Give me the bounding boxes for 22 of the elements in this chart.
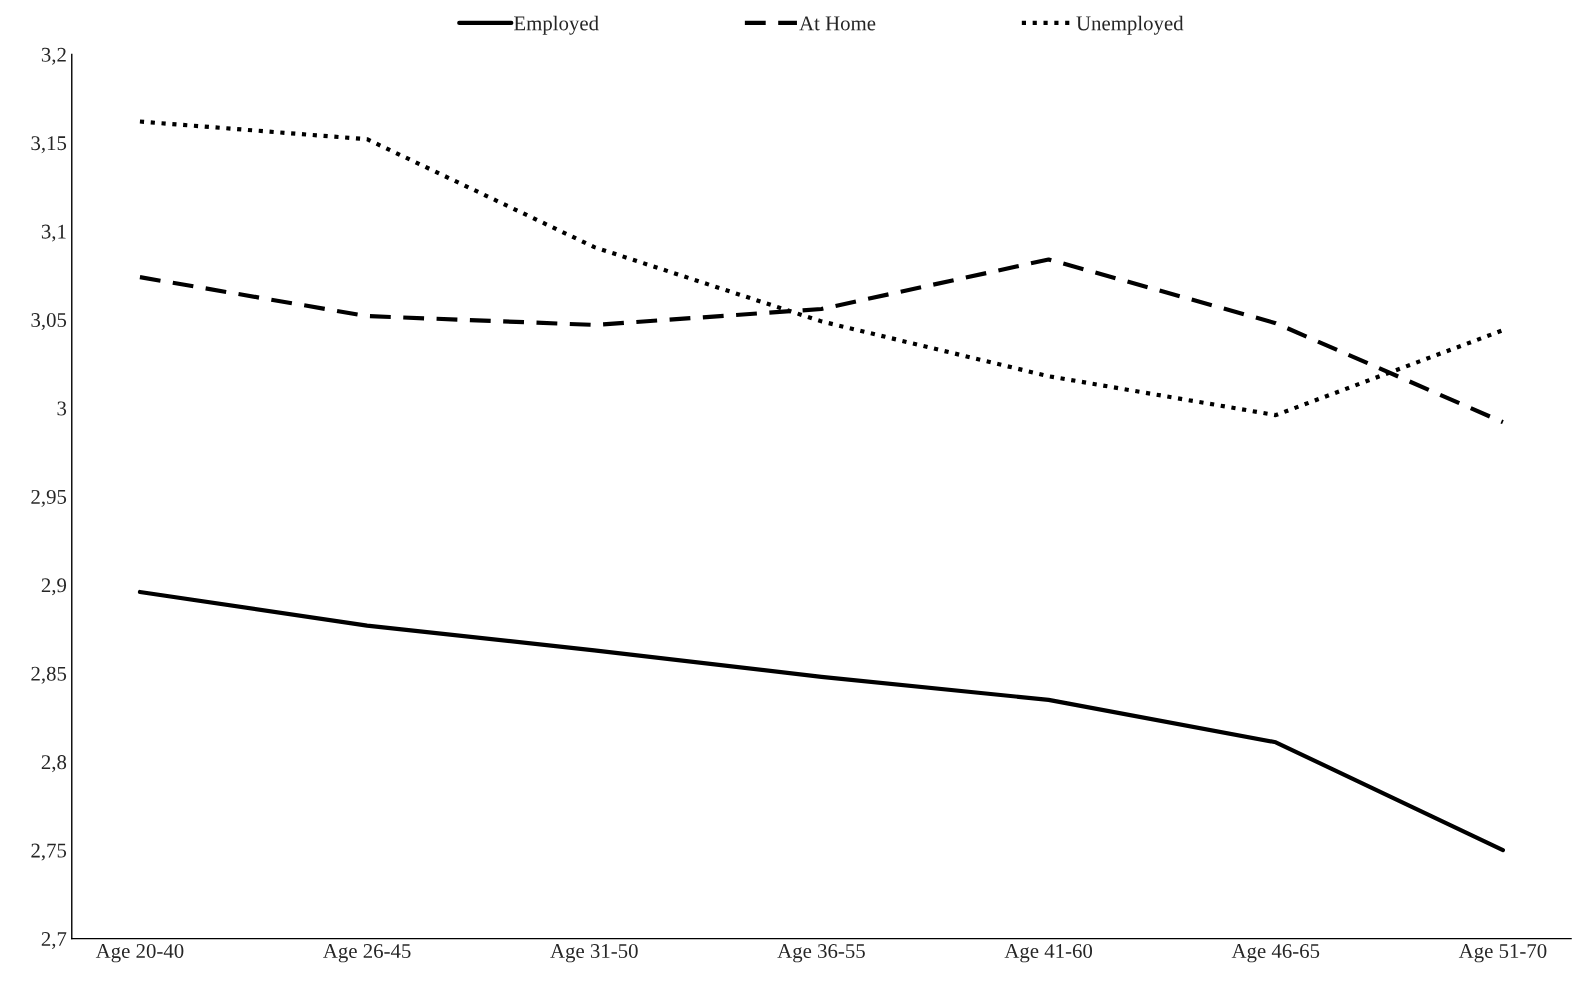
legend-label: At Home [799, 16, 876, 31]
legend-label: Employed [514, 15, 599, 35]
y-tick-label: 2,95 [31, 489, 67, 507]
x-tick-label: Age 46-65 [1231, 944, 1320, 963]
y-tick-label: 3 [57, 401, 67, 416]
y-tick-label: 2,75 [31, 843, 67, 861]
x-tick-label: Age 31-50 [550, 944, 638, 963]
legend-label: Unemployed [1076, 15, 1184, 35]
y-tick-label: 2,9 [41, 578, 67, 596]
y-tick-label: 3,05 [31, 312, 67, 331]
line-series [137, 589, 1506, 853]
y-tick-label: 2,7 [41, 932, 67, 950]
x-tick-label: Age 41-60 [1004, 944, 1093, 963]
y-tick-label: 3,15 [31, 136, 67, 154]
x-tick-label: Age 36-55 [777, 944, 865, 963]
x-tick-label: Age 20-40 [95, 944, 184, 963]
y-tick-label: 2,85 [31, 666, 67, 684]
y-tick-label: 3,1 [41, 224, 66, 242]
y-tick-label: 3,2 [41, 47, 66, 65]
x-tick-label: Age 26-45 [323, 944, 411, 963]
x-tick-label: Age 51-70 [1458, 944, 1547, 963]
y-tick-label: 2,8 [41, 755, 67, 773]
